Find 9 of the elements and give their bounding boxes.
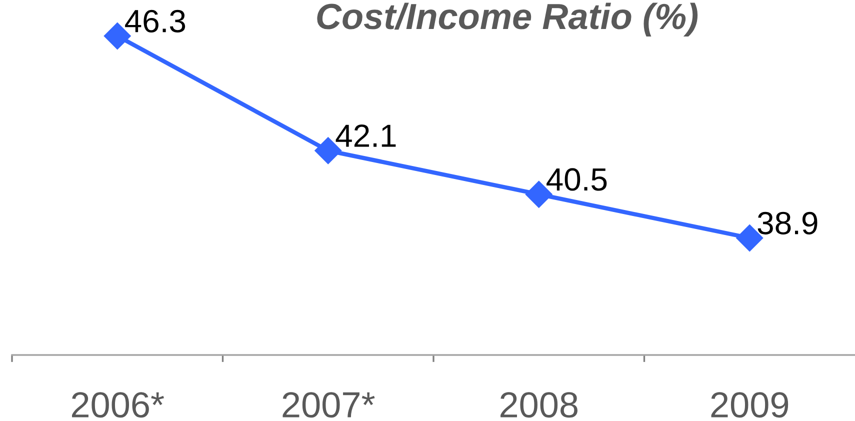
x-tick-label: 2007* xyxy=(282,392,375,418)
x-tick-label: 2009 xyxy=(711,392,788,418)
x-tick-label: 2008 xyxy=(500,392,578,418)
data-label: 40.5 xyxy=(546,168,607,191)
data-label: 38.9 xyxy=(758,212,818,234)
x-tick-label: 2006* xyxy=(72,392,164,418)
data-label: 46.3 xyxy=(125,10,186,32)
data-label: 42.1 xyxy=(336,124,396,147)
chart-title: Cost/Income Ratio (%) xyxy=(317,2,698,36)
